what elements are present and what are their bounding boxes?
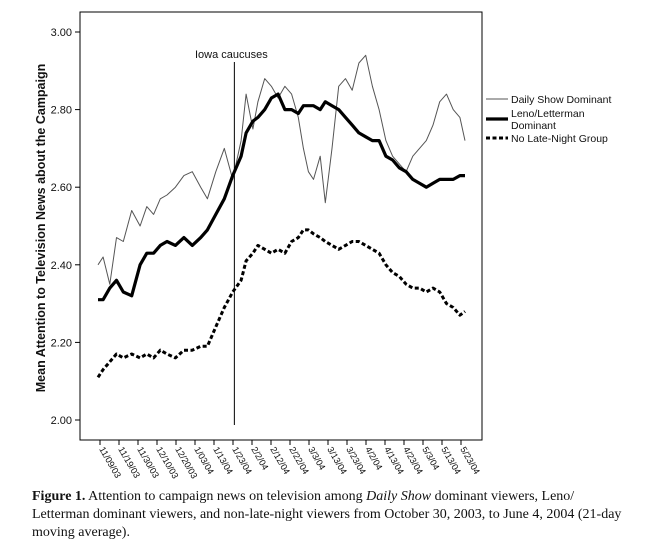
iowa-caucus-label: Iowa caucuses: [195, 49, 268, 61]
caption-text-2: dominant viewers, Leno/ Letterman domina…: [32, 489, 622, 540]
y-tick-label: 2.80: [51, 105, 72, 117]
x-axis-ticks: 11/09/0311/19/0311/30/0312/10/0312/20/03…: [97, 440, 482, 480]
figure-caption: Figure 1. Attention to campaign news on …: [32, 488, 632, 542]
y-tick-label: 2.60: [51, 182, 72, 194]
iowa-annotation: Iowa caucuses: [195, 49, 268, 425]
y-tick-label: 3.00: [51, 27, 72, 39]
plot-frame: [79, 11, 483, 441]
series-line-leno-letterman-dominant: [98, 92, 465, 302]
series-layer: [96, 54, 466, 379]
y-axis-label: Mean Attention to Television News about …: [34, 64, 48, 393]
line-chart: Mean Attention to Television News about …: [34, 11, 611, 480]
y-axis-ticks: 2.00 2.20 2.40 2.60 2.80 3.00: [51, 27, 80, 427]
caption-text-1: Attention to campaign news on television…: [85, 489, 367, 504]
legend-label: Daily Show Dominant: [511, 94, 611, 106]
caption-italic: Daily Show: [366, 489, 432, 504]
y-tick-label: 2.00: [51, 415, 72, 427]
y-tick-label: 2.40: [51, 260, 72, 272]
y-tick-label: 2.20: [51, 337, 72, 349]
legend-label: Leno/Letterman Dominant: [511, 108, 585, 132]
caption-label: Figure 1.: [32, 489, 86, 504]
series-line-no-late-night-group: [96, 228, 466, 379]
legend: Daily Show Dominant Leno/Letterman Dominan…: [486, 94, 611, 145]
legend-label: No Late-Night Group: [511, 133, 608, 145]
